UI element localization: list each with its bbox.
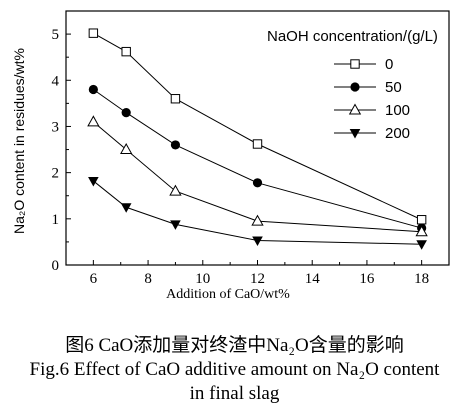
data-point (88, 28, 99, 38)
legend-marker (348, 103, 362, 115)
data-point (121, 108, 131, 118)
data-point (415, 225, 428, 237)
x-tick-label: 16 (359, 271, 375, 287)
data-point (416, 215, 427, 225)
y-tick-label: 4 (52, 73, 60, 89)
data-point (88, 176, 99, 187)
series-line (93, 32, 422, 221)
legend-label: 50 (385, 79, 402, 96)
figure-caption-english-line1: Fig.6 Effect of CaO additive amount on N… (29, 359, 440, 380)
legend: NaOH concentration/(g/L) 0 50 100 200 (267, 28, 438, 142)
data-point (120, 143, 133, 155)
data-point (252, 139, 263, 149)
x-tick-label: 8 (144, 271, 152, 287)
series-line (93, 180, 422, 245)
data-point (252, 178, 263, 188)
x-tick-label: 6 (90, 271, 98, 287)
data-point (121, 46, 131, 57)
data-point (170, 94, 181, 104)
x-tick-label: 18 (414, 271, 429, 287)
x-tick-label: 12 (250, 271, 265, 287)
y-axis-label: Na₂O content in residues/wt% (11, 48, 27, 234)
legend-marker (350, 82, 360, 92)
data-point (170, 220, 181, 230)
series-50 (88, 84, 427, 233)
data-point (251, 214, 264, 226)
series-0 (88, 28, 427, 225)
legend-marker (350, 59, 360, 69)
series-200 (88, 176, 427, 250)
legend-label: 0 (385, 56, 393, 73)
figure-caption-chinese: 图6 CaO添加量对终渣中Na₂O含量的影响 (65, 335, 404, 356)
data-point (169, 184, 182, 196)
x-tick-label: 10 (195, 271, 210, 287)
y-tick-label: 0 (52, 258, 60, 274)
series-100 (87, 115, 428, 237)
y-tick-label: 1 (52, 212, 60, 228)
legend-marker (349, 129, 361, 139)
y-tick-label: 3 (52, 119, 60, 135)
series-layer (87, 28, 428, 250)
data-point (120, 203, 132, 213)
y-tick-label: 2 (52, 166, 60, 182)
data-point (87, 115, 100, 127)
legend-label: 100 (385, 102, 410, 119)
x-axis-label: Addition of CaO/wt% (166, 287, 290, 302)
figure-caption-english-line2: in final slag (189, 383, 280, 404)
data-point (170, 140, 181, 150)
data-point (88, 84, 98, 95)
data-point (252, 236, 263, 247)
data-point (416, 240, 427, 250)
legend-label: 200 (385, 125, 410, 142)
legend-title: NaOH concentration/(g/L) (267, 28, 438, 45)
y-tick-label: 5 (52, 27, 60, 43)
x-tick-label: 14 (305, 271, 321, 287)
